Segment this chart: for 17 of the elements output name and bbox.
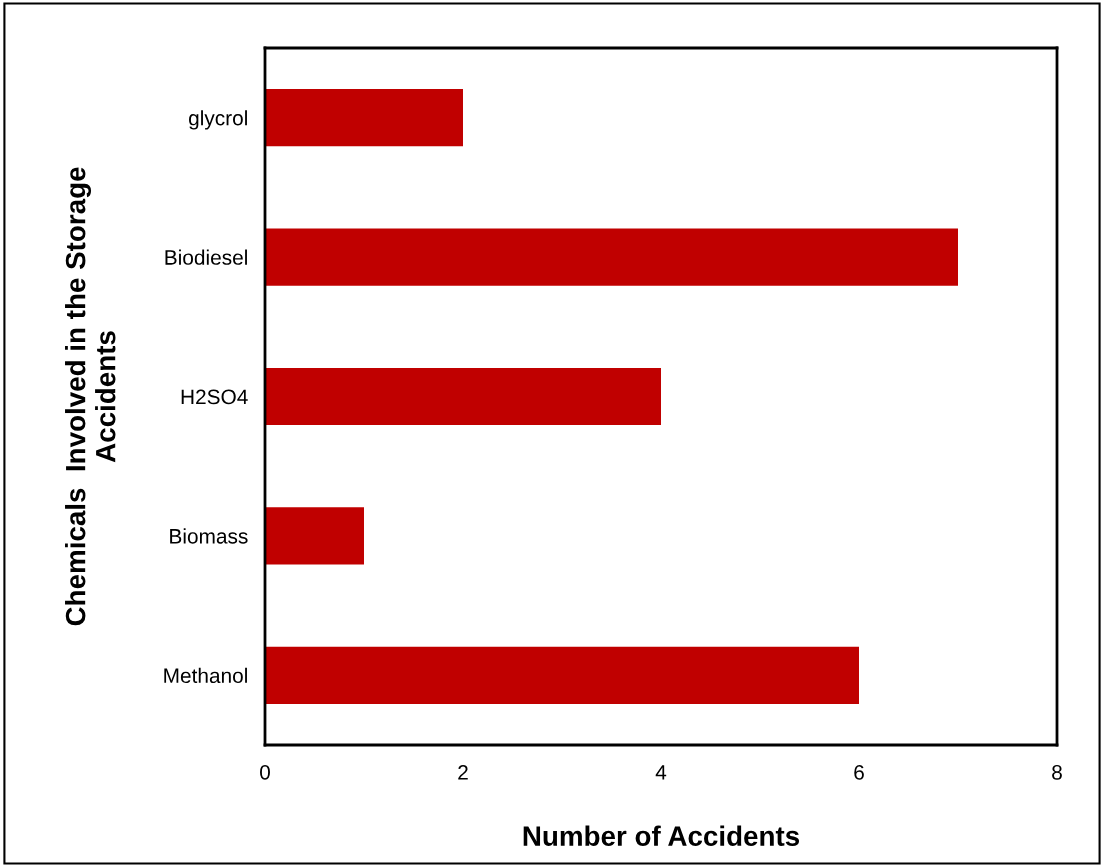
x-tick-label: 2 [458, 764, 468, 780]
x-tick-label: 6 [854, 764, 864, 780]
y-tick-label: H2SO4 [181, 389, 248, 405]
bar [265, 228, 958, 286]
y-tick-label: Methanol [164, 667, 247, 684]
bar [265, 507, 364, 565]
bar [265, 367, 661, 426]
x-tick-label: 8 [1052, 764, 1062, 780]
y-tick-label: Biomass [170, 528, 248, 544]
y-tick-label: Biodiesel [165, 249, 247, 265]
x-tick-label: 0 [260, 764, 270, 780]
x-tick-label: 4 [655, 765, 667, 780]
y-axis-title: Chemicals Involved in the Storage Accidents [65, 167, 116, 626]
x-axis-title: Number of Accidents [523, 825, 800, 846]
bar [265, 89, 463, 147]
y-tick-label: glycrol [189, 110, 247, 130]
bar [265, 646, 859, 704]
